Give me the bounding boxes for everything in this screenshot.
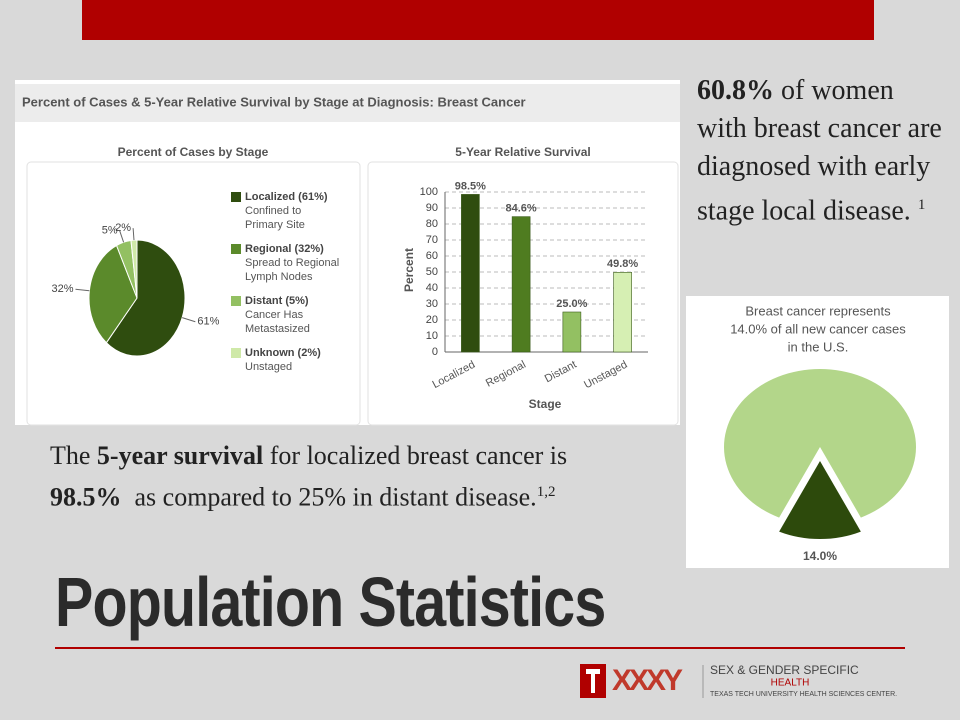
bottom-text: The 5-year survival for localized breast… [50, 438, 610, 516]
logo-mark: XXXY [612, 664, 683, 697]
legend-description: Spread to Regional [245, 257, 339, 269]
chart-title: 5-Year Relative Survival [455, 145, 590, 159]
legend-label: Localized (61%) [245, 191, 328, 203]
value-label: 5% [102, 225, 118, 237]
bold-text: 5-year survival [96, 441, 264, 470]
legend-description: Unstaged [245, 361, 292, 373]
value-label: 25.0% [556, 298, 587, 310]
chart-title: 14.0% of all new cancer cases [730, 321, 906, 336]
value-label: 84.6% [506, 203, 537, 215]
y-tick-label: 70 [426, 234, 438, 246]
y-tick-label: 100 [420, 186, 438, 198]
text: of women with breast cancer are diagnose… [697, 75, 942, 227]
panel-title: Percent of Cases & 5-Year Relative Survi… [22, 94, 526, 109]
y-tick-label: 40 [426, 282, 438, 294]
bar [562, 311, 582, 353]
y-tick-label: 60 [426, 250, 438, 262]
bar [461, 194, 480, 353]
leader-line [182, 317, 196, 323]
footnote: 1,2 [536, 484, 556, 500]
leader-line [119, 230, 125, 243]
legend-description: Metastasized [245, 323, 310, 335]
y-tick-label: 80 [426, 218, 438, 230]
legend-label: Unknown (2%) [245, 347, 321, 359]
value-label: 49.8% [607, 258, 638, 270]
legend-description: Lymph Nodes [245, 271, 313, 283]
legend-swatch [231, 348, 241, 358]
legend-swatch [231, 244, 241, 254]
y-axis-label: Percent [402, 248, 416, 292]
slide-title: Population Statistics [55, 563, 606, 641]
legend-swatch [231, 192, 241, 202]
leader-line [132, 228, 135, 241]
value-label: 2% [115, 222, 131, 234]
footer-line2: HEALTH [771, 678, 810, 689]
legend-label: Distant (5%) [245, 295, 309, 307]
legend-description: Cancer Has [245, 309, 304, 321]
bar [613, 272, 632, 353]
y-tick-label: 0 [432, 346, 438, 358]
bold-text: 98.5% [50, 482, 122, 512]
text: for localized breast cancer is [263, 441, 568, 470]
legend-swatch [231, 296, 241, 306]
pie-slice [88, 244, 138, 344]
text: as compared to 25% in distant disease. [121, 482, 537, 512]
legend-description: Primary Site [245, 219, 305, 231]
text: The [50, 441, 97, 470]
pie-slice [779, 461, 861, 540]
y-tick-label: 90 [426, 202, 438, 214]
footer-line1: SEX & GENDER SPECIFIC [710, 663, 859, 677]
value-label: 98.5% [455, 180, 486, 192]
legend-label: Regional (32%) [245, 243, 324, 255]
y-tick-label: 30 [426, 298, 438, 310]
pie-box [26, 161, 361, 426]
x-axis-label: Stage [529, 397, 562, 411]
y-tick-label: 20 [426, 314, 438, 326]
footnote: 1 [917, 197, 926, 213]
footer-line3: TEXAS TECH UNIVERSITY HEALTH SCIENCES CE… [710, 691, 897, 698]
bold-text: 60.8% [697, 75, 774, 106]
y-tick-label: 50 [426, 266, 438, 278]
pie-slice [724, 369, 916, 518]
value-label: 14.0% [803, 549, 837, 563]
tt-logo-t [591, 669, 595, 693]
legend-description: Confined to [245, 205, 301, 217]
top-bar [82, 0, 874, 40]
panel-header [15, 84, 680, 122]
chart-title: in the U.S. [788, 339, 849, 354]
value-label: 32% [51, 283, 73, 295]
chart-title: Breast cancer represents [745, 303, 891, 318]
bar [511, 216, 531, 353]
y-tick-label: 10 [426, 330, 438, 342]
value-label: 61% [197, 316, 219, 328]
leader-line [75, 288, 90, 292]
chart-title: Percent of Cases by Stage [118, 145, 269, 159]
right-text: 60.8% of women with breast cancer are di… [697, 72, 947, 230]
